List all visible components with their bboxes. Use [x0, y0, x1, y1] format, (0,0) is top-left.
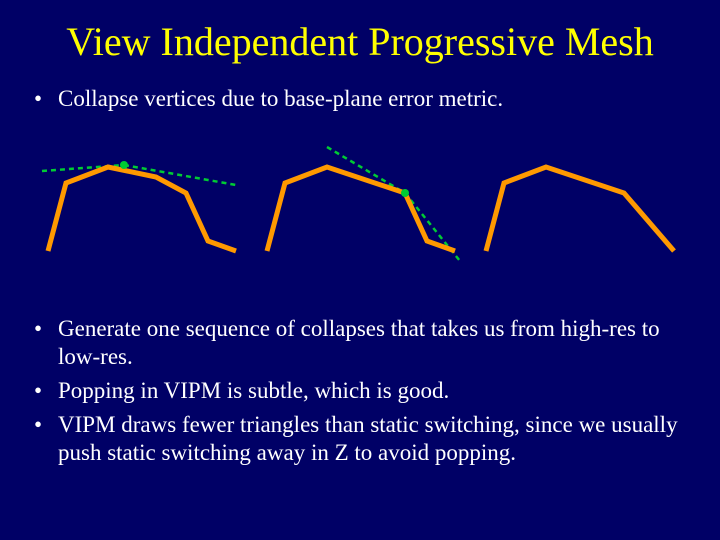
bullets-top: Collapse vertices due to base-plane erro…: [32, 85, 692, 113]
slide-title: View Independent Progressive Mesh: [28, 18, 692, 65]
bullet-item: Popping in VIPM is subtle, which is good…: [32, 377, 692, 405]
slide: View Independent Progressive Mesh Collap…: [0, 0, 720, 540]
mesh-diagram-3: [474, 141, 684, 271]
bullet-item: Collapse vertices due to base-plane erro…: [32, 85, 692, 113]
vertex-dot: [120, 161, 128, 169]
bullet-item: Generate one sequence of collapses that …: [32, 315, 692, 371]
bullets-bottom: Generate one sequence of collapses that …: [32, 315, 692, 467]
mesh-polyline: [267, 167, 455, 251]
vertex-dot: [401, 189, 409, 197]
mesh-polyline: [486, 167, 674, 251]
bullet-item: VIPM draws fewer triangles than static s…: [32, 411, 692, 467]
diagram-row: [28, 141, 692, 271]
mesh-diagram-2: [255, 141, 465, 271]
mesh-diagram-1: [36, 141, 246, 271]
